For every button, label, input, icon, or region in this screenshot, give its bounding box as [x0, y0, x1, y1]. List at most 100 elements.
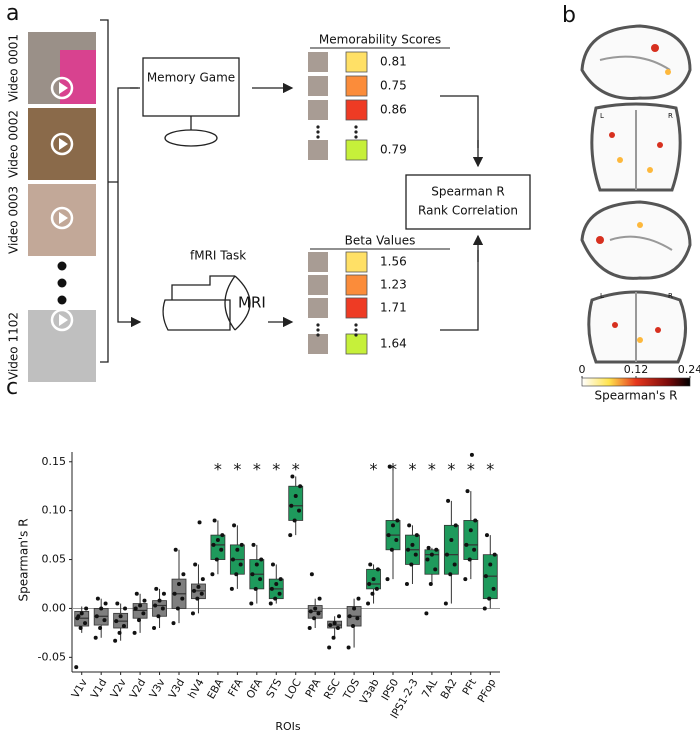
- data-point: [308, 609, 313, 614]
- significance-marker: *: [214, 460, 222, 479]
- data-point: [483, 574, 488, 579]
- data-point: [74, 665, 79, 670]
- x-tick-label: PPA: [303, 676, 323, 699]
- data-point: [337, 614, 342, 619]
- data-point: [134, 591, 139, 596]
- x-tick-label: LOC: [283, 677, 304, 701]
- data-point: [297, 508, 302, 513]
- data-point: [290, 474, 295, 479]
- mri-label: MRI: [238, 294, 266, 312]
- panel-label: a: [6, 1, 19, 26]
- hemisphere-label: L: [600, 112, 604, 120]
- data-point: [443, 601, 448, 606]
- colorbar-tick-label: 0: [579, 363, 586, 376]
- data-point: [251, 542, 256, 547]
- thumbnail: [308, 334, 328, 354]
- data-point: [102, 618, 107, 623]
- data-point: [469, 452, 474, 457]
- data-point: [258, 577, 263, 582]
- data-point: [316, 611, 321, 616]
- data-point: [196, 584, 201, 589]
- data-point: [424, 611, 429, 616]
- data-point: [253, 586, 258, 591]
- data-point: [83, 621, 88, 626]
- colorbar-tick-label: 0.24: [678, 363, 700, 376]
- data-point: [332, 621, 337, 626]
- data-point: [259, 557, 264, 562]
- data-point: [94, 614, 99, 619]
- y-tick-label: 0.10: [42, 504, 67, 517]
- data-point: [452, 562, 457, 567]
- data-point: [389, 547, 394, 552]
- data-point: [366, 601, 371, 606]
- thumbnail: [308, 76, 328, 96]
- data-point: [220, 533, 225, 538]
- significance-marker: *: [467, 460, 475, 479]
- data-point: [298, 484, 303, 489]
- data-point: [214, 557, 219, 562]
- thumbnail: [308, 100, 328, 120]
- data-point: [173, 547, 178, 552]
- data-point: [270, 562, 275, 567]
- bracket: [100, 19, 138, 363]
- hemisphere-label: L: [600, 292, 604, 300]
- thumbnail: [308, 52, 328, 72]
- data-point: [448, 572, 453, 577]
- x-tick-label: FFA: [226, 676, 246, 699]
- data-point: [428, 582, 433, 586]
- data-point: [141, 611, 146, 616]
- data-point: [292, 518, 297, 523]
- significance-marker: *: [233, 460, 241, 479]
- colorbar-label: Spearman's R: [594, 389, 677, 403]
- x-tick-label: V3v: [147, 677, 167, 700]
- data-point: [78, 626, 83, 630]
- data-point: [123, 606, 128, 611]
- data-point: [414, 533, 419, 538]
- panel-label: c: [6, 375, 18, 400]
- fmri-task-label: fMRI Task: [190, 249, 246, 263]
- data-point: [410, 542, 415, 547]
- data-point: [429, 552, 434, 557]
- y-axis-title: Spearman's R: [17, 518, 31, 601]
- video-label: Video 0001: [7, 34, 21, 102]
- colorbar-ticks: 0 0.12 0.24: [579, 363, 700, 378]
- data-point: [115, 601, 120, 606]
- correlation-box: [405, 174, 531, 230]
- data-point: [346, 645, 351, 650]
- score-value: 1.23: [380, 278, 407, 292]
- list-title: Beta Values: [345, 234, 416, 248]
- data-point: [374, 586, 379, 591]
- data-point: [210, 572, 215, 577]
- data-point: [352, 606, 357, 611]
- data-point: [407, 523, 412, 528]
- x-tick-label: V2v: [108, 677, 128, 700]
- data-point: [375, 567, 380, 572]
- data-point: [406, 547, 411, 552]
- data-point: [234, 572, 239, 577]
- colorbar-tick-label: 0.12: [624, 363, 649, 376]
- significance-marker: *: [272, 460, 280, 479]
- data-point: [307, 626, 312, 630]
- data-point: [211, 542, 216, 547]
- data-point: [190, 611, 195, 616]
- data-point: [117, 630, 122, 635]
- correlation-label: Rank Correlation: [418, 204, 518, 218]
- data-point: [313, 606, 318, 611]
- data-point: [309, 572, 314, 577]
- data-point: [239, 542, 244, 547]
- data-point: [491, 586, 496, 591]
- score-value: 1.71: [380, 301, 407, 315]
- ellipsis-dot: [354, 135, 358, 139]
- data-point: [152, 626, 157, 630]
- x-tick-label: OFA: [244, 676, 265, 700]
- ellipsis-dot: [354, 323, 358, 327]
- data-point: [230, 557, 235, 562]
- thumbnail: [308, 252, 328, 272]
- monitor: [142, 57, 240, 117]
- data-point: [277, 591, 282, 596]
- video-label: Video 0002: [7, 110, 21, 178]
- connector: [440, 95, 479, 331]
- x-tick-label: RSC: [322, 677, 343, 701]
